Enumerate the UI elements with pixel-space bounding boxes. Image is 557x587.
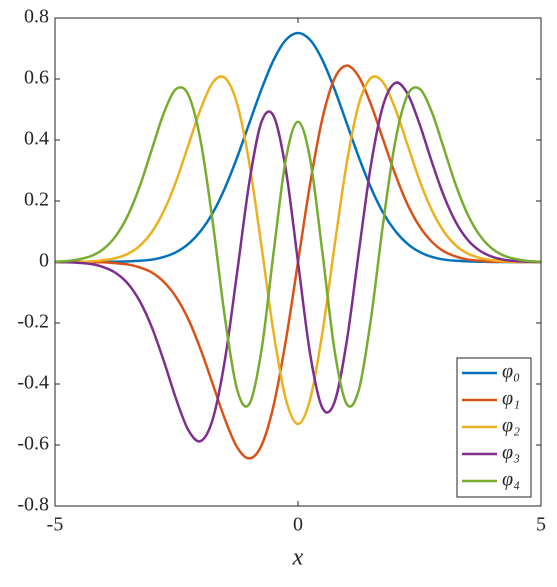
legend-label: φ₂ [502, 415, 520, 437]
plot-frame [54, 17, 542, 507]
y-tick-label: -0.4 [17, 372, 49, 394]
series-line [54, 75, 542, 426]
y-tick-label: 0.6 [24, 67, 49, 89]
y-tick-label: 0 [39, 250, 49, 272]
x-tick-label: 0 [293, 514, 303, 536]
y-tick-label: -0.6 [17, 433, 49, 455]
x-axis-label: x [292, 545, 304, 571]
series-line [55, 31, 541, 264]
y-tick-label: 0.4 [24, 128, 49, 150]
legend-label: φ₄ [502, 469, 520, 491]
x-tick-label: -5 [47, 514, 64, 536]
y-tick-label: -0.2 [17, 311, 49, 333]
series-line [54, 86, 542, 408]
y-tick-label: 0.2 [24, 189, 49, 211]
y-tick-label: -0.8 [17, 494, 49, 516]
legend-label: φ₀ [502, 361, 520, 383]
x-tick-label: 5 [536, 514, 546, 536]
series-line [54, 81, 542, 443]
legend-label: φ₃ [502, 442, 520, 464]
y-tick-label: 0.8 [24, 6, 49, 28]
legend-label: φ₁ [502, 388, 520, 410]
